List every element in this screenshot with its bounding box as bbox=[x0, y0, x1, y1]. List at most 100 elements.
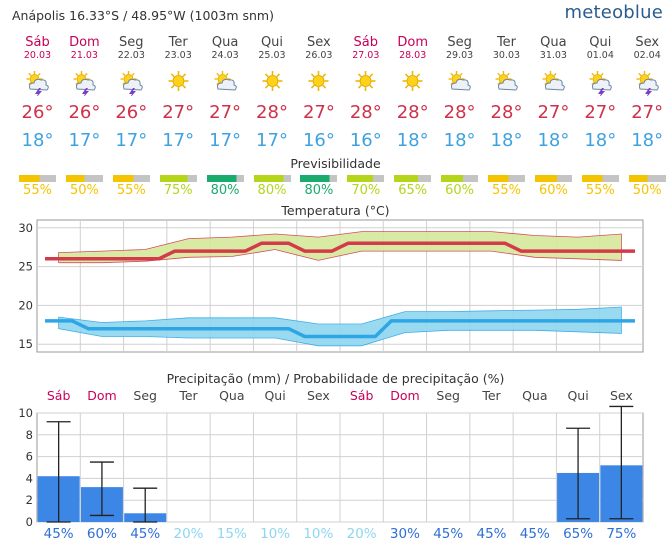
y-tick-label: 2 bbox=[26, 493, 33, 507]
predictability-bar bbox=[206, 175, 244, 182]
predictability-bar bbox=[534, 175, 572, 182]
precipitation-probability: 20% bbox=[173, 526, 203, 542]
predictability-bar bbox=[441, 175, 479, 182]
max-temperature: 26° bbox=[68, 102, 101, 123]
y-tick-label: 25 bbox=[18, 260, 33, 274]
sun-cloud-icon bbox=[495, 71, 518, 91]
min-temperature: 18° bbox=[490, 130, 523, 151]
y-tick-label: 0 bbox=[26, 515, 33, 529]
predictability-percent: 60% bbox=[538, 183, 568, 198]
min-temperature: 18° bbox=[21, 130, 54, 151]
day-date: 28.03 bbox=[399, 50, 427, 61]
predictability-bar bbox=[300, 175, 338, 182]
precipitation-probability: 45% bbox=[130, 526, 160, 542]
day-date: 27.03 bbox=[352, 50, 380, 61]
category-label: Sex bbox=[307, 388, 330, 403]
max-temperature: 27° bbox=[302, 102, 335, 123]
precipitation-probability: 10% bbox=[303, 526, 333, 542]
day-header[interactable]: Seg 22.03 bbox=[108, 35, 155, 62]
day-header[interactable]: Ter 30.03 bbox=[483, 36, 530, 62]
day-name: Qua bbox=[540, 35, 567, 50]
category-label: Ter bbox=[481, 388, 501, 403]
day-name: Seg bbox=[447, 35, 472, 50]
min-temperature: 16° bbox=[349, 130, 382, 151]
day-header[interactable]: Qui 01.04 bbox=[577, 36, 624, 62]
min-temperature: 17° bbox=[68, 130, 101, 151]
sun-icon bbox=[308, 71, 329, 91]
category-label: Sex bbox=[610, 388, 633, 403]
predictability-percent: 70% bbox=[351, 183, 381, 198]
day-name: Sáb bbox=[353, 35, 379, 50]
day-name: Qua bbox=[211, 35, 239, 50]
day-name: Dom bbox=[69, 35, 100, 50]
day-date: 26.03 bbox=[305, 50, 333, 61]
predictability-bar bbox=[581, 175, 619, 182]
precipitation-probability: 15% bbox=[217, 526, 247, 542]
predictability-bar bbox=[253, 175, 291, 182]
predictability-percent: 50% bbox=[69, 183, 99, 198]
precipitation-probability: 10% bbox=[260, 526, 290, 542]
day-date: 23.03 bbox=[164, 50, 192, 61]
predictability-percent: 80% bbox=[210, 183, 240, 198]
predictability-percent: 50% bbox=[632, 183, 662, 198]
sun-storm-icon bbox=[26, 71, 49, 96]
precipitation-probability: 45% bbox=[520, 526, 550, 542]
day-date: 30.03 bbox=[492, 50, 521, 61]
sun-storm-icon bbox=[73, 71, 96, 96]
precipitation-probability: 75% bbox=[606, 526, 636, 542]
predictability-bar bbox=[65, 175, 103, 182]
predictability-bar bbox=[628, 175, 666, 182]
max-temperature: 27° bbox=[631, 102, 664, 123]
sun-storm-icon bbox=[636, 71, 659, 96]
category-label: Qua bbox=[522, 388, 547, 403]
day-header[interactable]: Sáb 27.03 bbox=[342, 35, 389, 62]
predictability-percent: 80% bbox=[257, 183, 287, 198]
day-header[interactable]: Ter 23.03 bbox=[155, 36, 202, 62]
precipitation-chart-title: Precipitação (mm) / Probabilidade de pre… bbox=[166, 371, 505, 386]
max-temperature: 28° bbox=[256, 102, 288, 123]
min-temperature: 16° bbox=[302, 130, 335, 151]
max-temperature: 27° bbox=[537, 102, 570, 123]
day-header[interactable]: Qui 25.03 bbox=[249, 35, 296, 62]
min-temperature: 17° bbox=[162, 130, 195, 151]
predictability-title: Previsibilidade bbox=[290, 156, 381, 171]
category-label: Dom bbox=[390, 388, 419, 403]
brand-logo[interactable]: meteoblue bbox=[564, 2, 663, 23]
precipitation-probability: 45% bbox=[44, 526, 74, 542]
day-header[interactable]: Qua 31.03 bbox=[530, 35, 577, 62]
predictability-bar bbox=[19, 175, 56, 182]
y-tick-label: 15 bbox=[18, 337, 33, 351]
min-temperature: 17° bbox=[209, 130, 242, 151]
sun-storm-icon bbox=[120, 71, 143, 96]
day-name: Sáb bbox=[25, 35, 50, 50]
day-date: 25.03 bbox=[258, 50, 286, 61]
day-header[interactable]: Sex 26.03 bbox=[295, 36, 342, 62]
sun-cloud-icon bbox=[542, 71, 565, 91]
day-header[interactable]: Sex 02.04 bbox=[624, 36, 671, 62]
max-temperature: 27° bbox=[209, 102, 242, 123]
temperature-chart: 30 25 20 15 bbox=[18, 219, 644, 353]
min-temperature: 18° bbox=[396, 130, 429, 151]
min-temperature: 18° bbox=[584, 130, 617, 151]
y-tick-label: 30 bbox=[18, 221, 33, 235]
predictability-bar bbox=[347, 175, 385, 182]
day-header[interactable]: Seg 29.03 bbox=[436, 35, 483, 62]
category-label: Seg bbox=[133, 388, 157, 403]
predictability-percent: 80% bbox=[304, 183, 334, 198]
predictability-bar bbox=[488, 175, 525, 182]
day-header[interactable]: Dom 21.03 bbox=[61, 35, 108, 62]
day-date: 22.03 bbox=[117, 50, 145, 61]
sun-cloud-icon bbox=[448, 71, 471, 91]
category-label: Sáb bbox=[47, 388, 71, 403]
predictability-percent: 65% bbox=[398, 183, 428, 198]
day-header[interactable]: Dom 28.03 bbox=[389, 36, 436, 62]
predictability-percent: 55% bbox=[116, 183, 146, 198]
min-temperature: 18° bbox=[631, 130, 664, 151]
max-temperature: 28° bbox=[396, 102, 429, 123]
precipitation-probability: 45% bbox=[476, 526, 506, 542]
day-name: Seg bbox=[119, 35, 144, 50]
day-header[interactable]: Sáb 20.03 bbox=[14, 35, 61, 62]
day-header[interactable]: Qua 24.03 bbox=[202, 35, 249, 62]
day-name: Qui bbox=[260, 35, 284, 50]
min-temperature: 18° bbox=[443, 130, 476, 151]
